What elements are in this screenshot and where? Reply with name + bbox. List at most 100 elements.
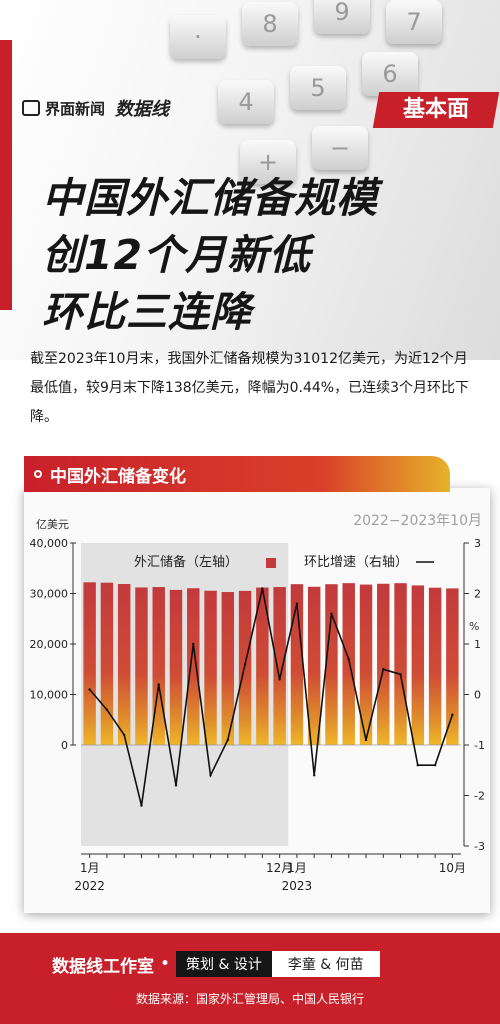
y-right-tick-label: -1 [474, 739, 485, 752]
legend-bar-label: 外汇储备（左轴） [134, 554, 238, 570]
y-right-tick-label: 2 [474, 588, 481, 601]
bar [411, 585, 425, 745]
y-left-tick-label: 20,000 [30, 638, 69, 651]
shaded-2022-region [81, 543, 289, 846]
column-badge-label: 基本面 [402, 97, 469, 122]
separator-dot: • [160, 954, 171, 974]
growth-point [433, 764, 437, 767]
accent-bar [0, 40, 12, 310]
y-right-tick-label: -3 [474, 840, 485, 853]
bar [187, 588, 200, 745]
bar [135, 587, 148, 745]
bar [325, 584, 338, 745]
calculator-illustration: · 8 9 4 5 6 + − 7 [150, 0, 500, 184]
legend-line-label: 环比增速（右轴） [304, 555, 408, 570]
calc-key: 4 [218, 80, 274, 124]
bar [100, 582, 114, 745]
author-names: 李童 & 何苗 [271, 951, 380, 977]
role-label: 策划 & 设计 [176, 951, 272, 977]
x-tick-label: 1月 [80, 861, 100, 875]
growth-point [122, 733, 126, 737]
bar [273, 587, 286, 745]
calc-key: · [170, 15, 226, 59]
growth-point [192, 642, 195, 646]
y-right-tick-label: 0 [474, 689, 481, 702]
growth-point [330, 612, 333, 615]
y-right-tick-label: 3 [474, 537, 481, 550]
calc-key: 7 [386, 0, 442, 44]
y-left-unit: 亿美元 [36, 518, 69, 531]
x-tick-label: 10月 [439, 861, 466, 875]
y-left-tick-label: 40,000 [30, 537, 69, 550]
chart-svg: 40,000 30,000 20,000 10,000 0 3 2 1 0 -1 -2 -3 1月 202… [30, 513, 485, 893]
growth-point [209, 774, 212, 777]
bar [290, 584, 304, 745]
chart-panel: 40,000 30,000 20,000 10,000 0 3 2 1 0 -1 -2 -3 1月 202… [24, 488, 490, 913]
credits-row: 数据线工作室 • 策划 & 设计 李童 & 何苗 [52, 951, 380, 977]
growth-point [416, 764, 420, 767]
calc-key: 5 [290, 66, 346, 110]
growth-point [451, 713, 454, 716]
bar [342, 583, 355, 745]
calc-key: 6 [362, 52, 418, 96]
headline: 中国外汇储备规模 创12个月新低 环比三连降 [42, 170, 482, 341]
header-dot-icon [34, 470, 42, 478]
y-right-unit: % [469, 620, 479, 633]
x-tick-label: 1月 [287, 861, 307, 875]
bar [169, 589, 183, 745]
headline-line: 创12个月新低 [42, 231, 312, 279]
growth-point [243, 663, 247, 666]
brand-logos: 界面新闻 数据线 [22, 95, 169, 121]
bar [359, 584, 373, 745]
bar [152, 587, 165, 745]
studio-name: 数据线工作室 [52, 956, 154, 977]
bar [307, 586, 321, 745]
bar [377, 583, 390, 745]
growth-point [157, 683, 160, 686]
outlet-name: 界面新闻 [45, 99, 106, 118]
calc-key: + [240, 140, 296, 184]
growth-point [364, 738, 368, 742]
bar [428, 587, 442, 745]
growth-point [295, 602, 299, 605]
growth-point [88, 688, 91, 691]
bar [221, 592, 235, 745]
growth-line [88, 588, 454, 806]
y-left-tick-label: 10,000 [30, 689, 69, 702]
headline-line: 中国外汇储备规模 [42, 174, 378, 222]
footer: 数据线工作室 • 策划 & 设计 李童 & 何苗 数据来源：国家外汇管理局、中国… [0, 933, 500, 1024]
growth-point [226, 738, 230, 742]
growth-point [105, 708, 109, 711]
chart-header: 中国外汇储备变化 [24, 456, 450, 492]
x-year-label: 2023 [282, 879, 313, 893]
growth-point [399, 673, 402, 676]
calc-key: 9 [314, 0, 370, 34]
column-badge: 基本面 [372, 92, 500, 128]
legend-bar-swatch [266, 558, 276, 568]
y-right-tick-label: 1 [474, 638, 481, 651]
y-left-tick-label: 0 [61, 739, 68, 752]
chart-header-title: 中国外汇储备变化 [50, 467, 186, 487]
calc-key: − [312, 126, 368, 170]
x-year-label: 2022 [74, 879, 105, 893]
bar [394, 583, 407, 745]
bar [204, 590, 217, 745]
outlet-logo: 界面新闻 [22, 98, 105, 119]
bar [256, 587, 269, 745]
growth-point [347, 657, 350, 661]
headline-line: 环比三连降 [42, 288, 252, 336]
bar [238, 590, 252, 745]
growth-point [278, 678, 281, 681]
summary-text: 截至2023年10月末，我国外汇储备规模为31012亿美元，为近12个月最低值，… [30, 351, 470, 425]
growth-point [261, 587, 264, 590]
bar [446, 588, 459, 745]
growth-point [140, 804, 143, 807]
period-label: 2022−2023年10月 [353, 513, 482, 529]
outlet-logo-icon [22, 100, 40, 116]
y-right-tick-label: -2 [474, 790, 485, 803]
growth-point [174, 784, 178, 787]
calc-key: 8 [242, 2, 298, 46]
y-left-tick-label: 30,000 [30, 588, 69, 601]
sub-brand-logo: 数据线 [115, 99, 170, 120]
